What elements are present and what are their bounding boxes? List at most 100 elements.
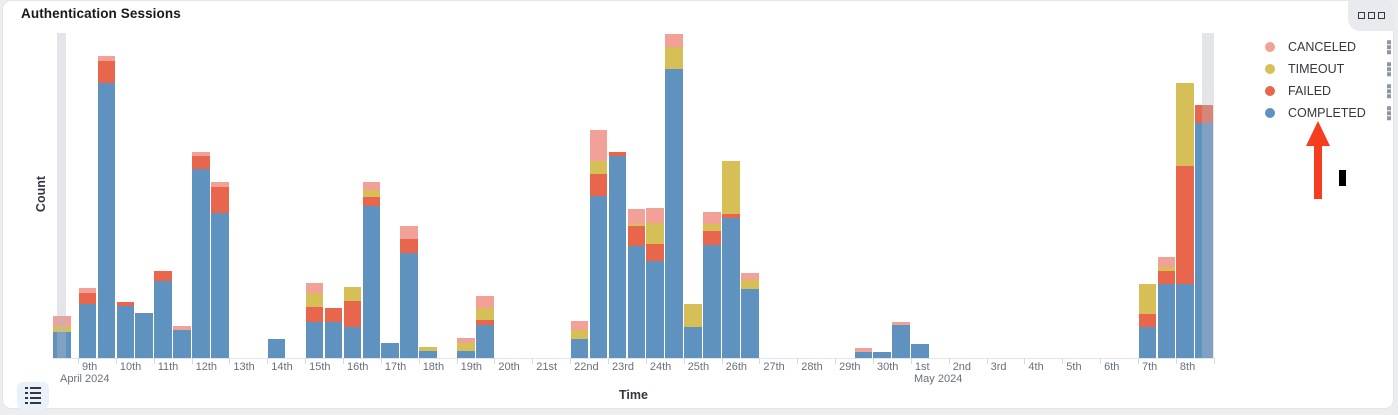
- bar-segment-timeout[interactable]: [343, 287, 362, 301]
- bar-segment-completed[interactable]: [400, 253, 418, 358]
- bar-apr-8-pm[interactable]: [53, 316, 71, 358]
- bar-segment-timeout[interactable]: [1176, 83, 1194, 166]
- bar-apr-16-pm[interactable]: [362, 182, 380, 358]
- bar-apr-15-pm[interactable]: [324, 308, 343, 358]
- bar-apr-26-am[interactable]: [722, 161, 740, 358]
- bar-apr-24-am[interactable]: [646, 208, 664, 358]
- bar-segment-timeout[interactable]: [722, 161, 740, 214]
- bar-segment-canceled[interactable]: [570, 321, 589, 330]
- bar-segment-completed[interactable]: [457, 351, 475, 358]
- bar-segment-canceled[interactable]: [362, 182, 380, 190]
- bar-segment-failed[interactable]: [476, 320, 494, 325]
- bar-segment-completed[interactable]: [722, 218, 740, 358]
- bar-segment-completed[interactable]: [135, 313, 153, 358]
- bar-segment-timeout[interactable]: [362, 190, 380, 197]
- bar-apr-12-pm[interactable]: [211, 182, 229, 358]
- bar-segment-canceled[interactable]: [97, 56, 116, 61]
- bar-apr-22-am[interactable]: [570, 321, 589, 358]
- bar-segment-failed[interactable]: [400, 239, 418, 253]
- bar-segment-failed[interactable]: [324, 308, 343, 322]
- bar-apr-17-pm[interactable]: [400, 226, 418, 358]
- bar-segment-canceled[interactable]: [400, 226, 418, 239]
- bar-segment-failed[interactable]: [192, 156, 210, 169]
- bar-segment-canceled[interactable]: [457, 338, 475, 343]
- legend-actions-icon[interactable]: [1386, 84, 1391, 98]
- bar-segment-timeout[interactable]: [1157, 267, 1175, 271]
- bar-segment-failed[interactable]: [627, 226, 645, 246]
- bar-segment-completed[interactable]: [192, 169, 210, 358]
- bar-segment-timeout[interactable]: [53, 326, 71, 332]
- bar-apr-10-pm[interactable]: [135, 313, 153, 358]
- bar-segment-canceled[interactable]: [78, 288, 97, 293]
- bar-apr-23-pm[interactable]: [627, 209, 645, 358]
- bar-segment-timeout[interactable]: [419, 347, 437, 351]
- panel-options-button[interactable]: [1348, 0, 1394, 31]
- bar-apr-26-pm[interactable]: [741, 273, 759, 358]
- bar-segment-failed[interactable]: [1157, 271, 1175, 284]
- bar-segment-timeout[interactable]: [476, 308, 494, 320]
- bar-segment-completed[interactable]: [911, 344, 929, 358]
- bar-segment-canceled[interactable]: [476, 296, 494, 308]
- bar-segment-completed[interactable]: [854, 352, 872, 358]
- bar-segment-completed[interactable]: [570, 339, 589, 358]
- bar-segment-failed[interactable]: [1195, 105, 1213, 123]
- bar-segment-failed[interactable]: [608, 152, 626, 156]
- bar-segment-timeout[interactable]: [703, 224, 721, 231]
- bar-apr-29-pm[interactable]: [854, 348, 872, 358]
- bar-segment-completed[interactable]: [324, 322, 343, 358]
- bar-segment-completed[interactable]: [892, 325, 910, 358]
- bar-segment-timeout[interactable]: [570, 330, 589, 339]
- bar-segment-completed[interactable]: [116, 306, 134, 358]
- bar-segment-canceled[interactable]: [211, 182, 229, 187]
- bar-segment-completed[interactable]: [419, 351, 437, 358]
- bar-apr-18-am[interactable]: [419, 347, 437, 358]
- bar-segment-timeout[interactable]: [665, 47, 683, 69]
- bar-apr-19-am[interactable]: [457, 338, 475, 358]
- bar-apr-23-am[interactable]: [608, 152, 626, 358]
- bar-segment-timeout[interactable]: [1138, 284, 1157, 314]
- bar-apr-19-pm[interactable]: [476, 296, 494, 358]
- bar-segment-completed[interactable]: [589, 196, 608, 358]
- bar-segment-failed[interactable]: [154, 271, 172, 281]
- bar-segment-canceled[interactable]: [741, 273, 759, 280]
- bar-apr-11-pm[interactable]: [173, 326, 191, 358]
- bar-segment-failed[interactable]: [211, 187, 229, 213]
- bar-segment-completed[interactable]: [211, 213, 229, 358]
- bar-segment-completed[interactable]: [1176, 284, 1194, 358]
- bar-segment-failed[interactable]: [703, 231, 721, 245]
- bar-segment-timeout[interactable]: [457, 343, 475, 351]
- bar-may-7-am[interactable]: [1138, 284, 1157, 358]
- bar-segment-completed[interactable]: [684, 327, 702, 358]
- bar-apr-15-am[interactable]: [305, 283, 324, 358]
- bar-segment-failed[interactable]: [305, 307, 324, 322]
- bar-apr-12-am[interactable]: [192, 152, 210, 358]
- bar-segment-canceled[interactable]: [305, 283, 324, 293]
- legend-actions-icon[interactable]: [1386, 40, 1391, 54]
- bar-segment-canceled[interactable]: [665, 34, 683, 47]
- bar-apr-9-pm[interactable]: [97, 56, 116, 358]
- bar-segment-canceled[interactable]: [854, 348, 872, 352]
- bar-apr-25-am[interactable]: [684, 304, 702, 358]
- bar-segment-failed[interactable]: [722, 214, 740, 218]
- bar-apr-17-am[interactable]: [381, 343, 399, 358]
- bar-segment-completed[interactable]: [381, 343, 399, 358]
- bar-segment-completed[interactable]: [627, 246, 645, 358]
- bar-segment-completed[interactable]: [343, 327, 362, 358]
- bar-apr-9-am[interactable]: [78, 288, 97, 358]
- bar-may-8-am[interactable]: [1176, 83, 1194, 358]
- bar-segment-completed[interactable]: [267, 339, 286, 358]
- bar-segment-timeout[interactable]: [684, 304, 702, 327]
- bar-segment-failed[interactable]: [589, 174, 608, 196]
- bar-segment-canceled[interactable]: [173, 326, 191, 330]
- bar-segment-timeout[interactable]: [305, 293, 324, 307]
- legend-toggle-button[interactable]: [17, 382, 49, 409]
- bar-segment-failed[interactable]: [78, 293, 97, 304]
- bar-segment-completed[interactable]: [53, 332, 71, 358]
- bar-segment-timeout[interactable]: [741, 280, 759, 289]
- bar-segment-completed[interactable]: [78, 304, 97, 358]
- legend-actions-icon[interactable]: [1386, 62, 1391, 76]
- bar-segment-timeout[interactable]: [589, 161, 608, 174]
- bar-segment-canceled[interactable]: [53, 316, 71, 326]
- bar-segment-completed[interactable]: [173, 330, 191, 358]
- bar-segment-completed[interactable]: [646, 261, 664, 358]
